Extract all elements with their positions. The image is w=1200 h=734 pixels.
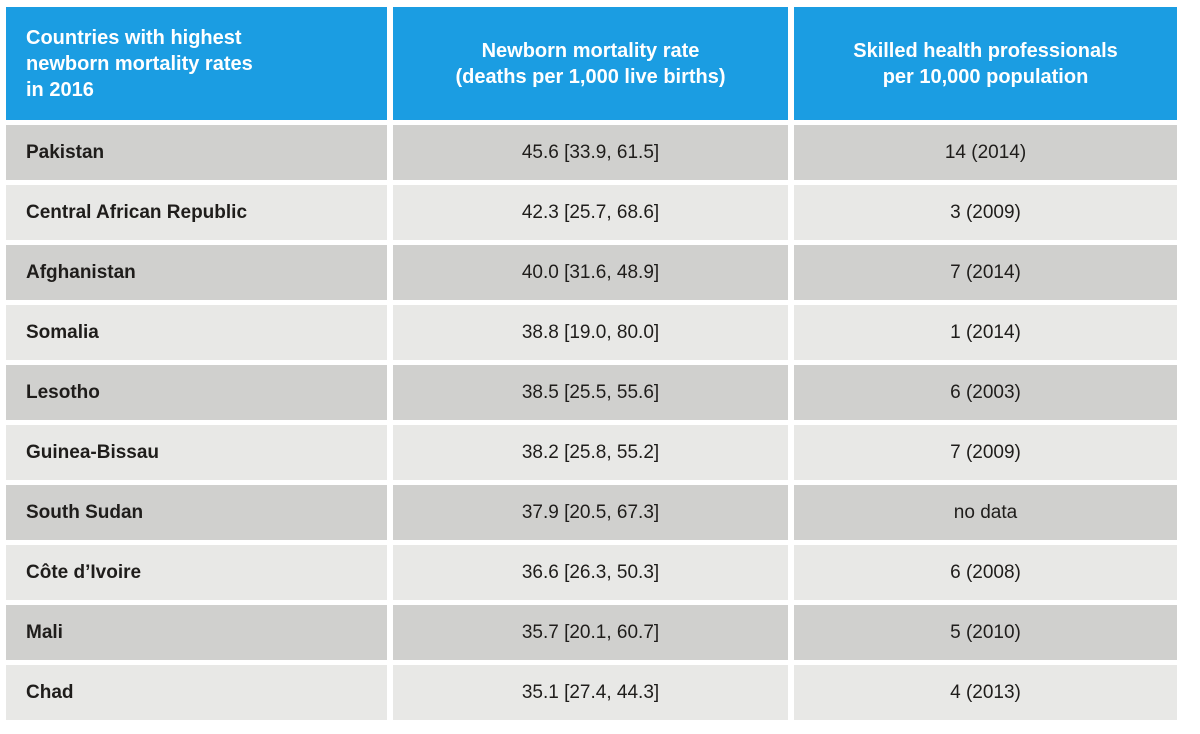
country-cell: Côte d’Ivoire [6,545,387,600]
skilled-professionals-cell: 3 (2009) [794,185,1177,240]
country-cell: Guinea-Bissau [6,425,387,480]
country-cell: South Sudan [6,485,387,540]
skilled-professionals-cell: 7 (2009) [794,425,1177,480]
mortality-rate-cell: 38.5 [25.5, 55.6] [393,365,788,420]
skilled-professionals-cell: 5 (2010) [794,605,1177,660]
skilled-professionals-cell: no data [794,485,1177,540]
mortality-rate-cell: 38.8 [19.0, 80.0] [393,305,788,360]
newborn-mortality-table: Countries with highest newborn mortality… [6,7,1177,720]
mortality-rate-cell: 42.3 [25.7, 68.6] [393,185,788,240]
country-cell: Chad [6,665,387,720]
skilled-professionals-cell: 6 (2003) [794,365,1177,420]
mortality-rate-cell: 37.9 [20.5, 67.3] [393,485,788,540]
skilled-professionals-cell: 7 (2014) [794,245,1177,300]
column-header-mortality-rate: Newborn mortality rate (deaths per 1,000… [393,7,788,120]
mortality-rate-cell: 40.0 [31.6, 48.9] [393,245,788,300]
mortality-rate-cell: 36.6 [26.3, 50.3] [393,545,788,600]
skilled-professionals-cell: 1 (2014) [794,305,1177,360]
mortality-rate-cell: 45.6 [33.9, 61.5] [393,125,788,180]
country-cell: Mali [6,605,387,660]
country-cell: Lesotho [6,365,387,420]
country-cell: Pakistan [6,125,387,180]
column-header-countries: Countries with highest newborn mortality… [6,7,387,120]
mortality-rate-cell: 35.1 [27.4, 44.3] [393,665,788,720]
country-cell: Central African Republic [6,185,387,240]
country-cell: Somalia [6,305,387,360]
column-header-skilled-professionals: Skilled health professionals per 10,000 … [794,7,1177,120]
skilled-professionals-cell: 4 (2013) [794,665,1177,720]
skilled-professionals-cell: 6 (2008) [794,545,1177,600]
skilled-professionals-cell: 14 (2014) [794,125,1177,180]
mortality-rate-cell: 38.2 [25.8, 55.2] [393,425,788,480]
country-cell: Afghanistan [6,245,387,300]
mortality-rate-cell: 35.7 [20.1, 60.7] [393,605,788,660]
